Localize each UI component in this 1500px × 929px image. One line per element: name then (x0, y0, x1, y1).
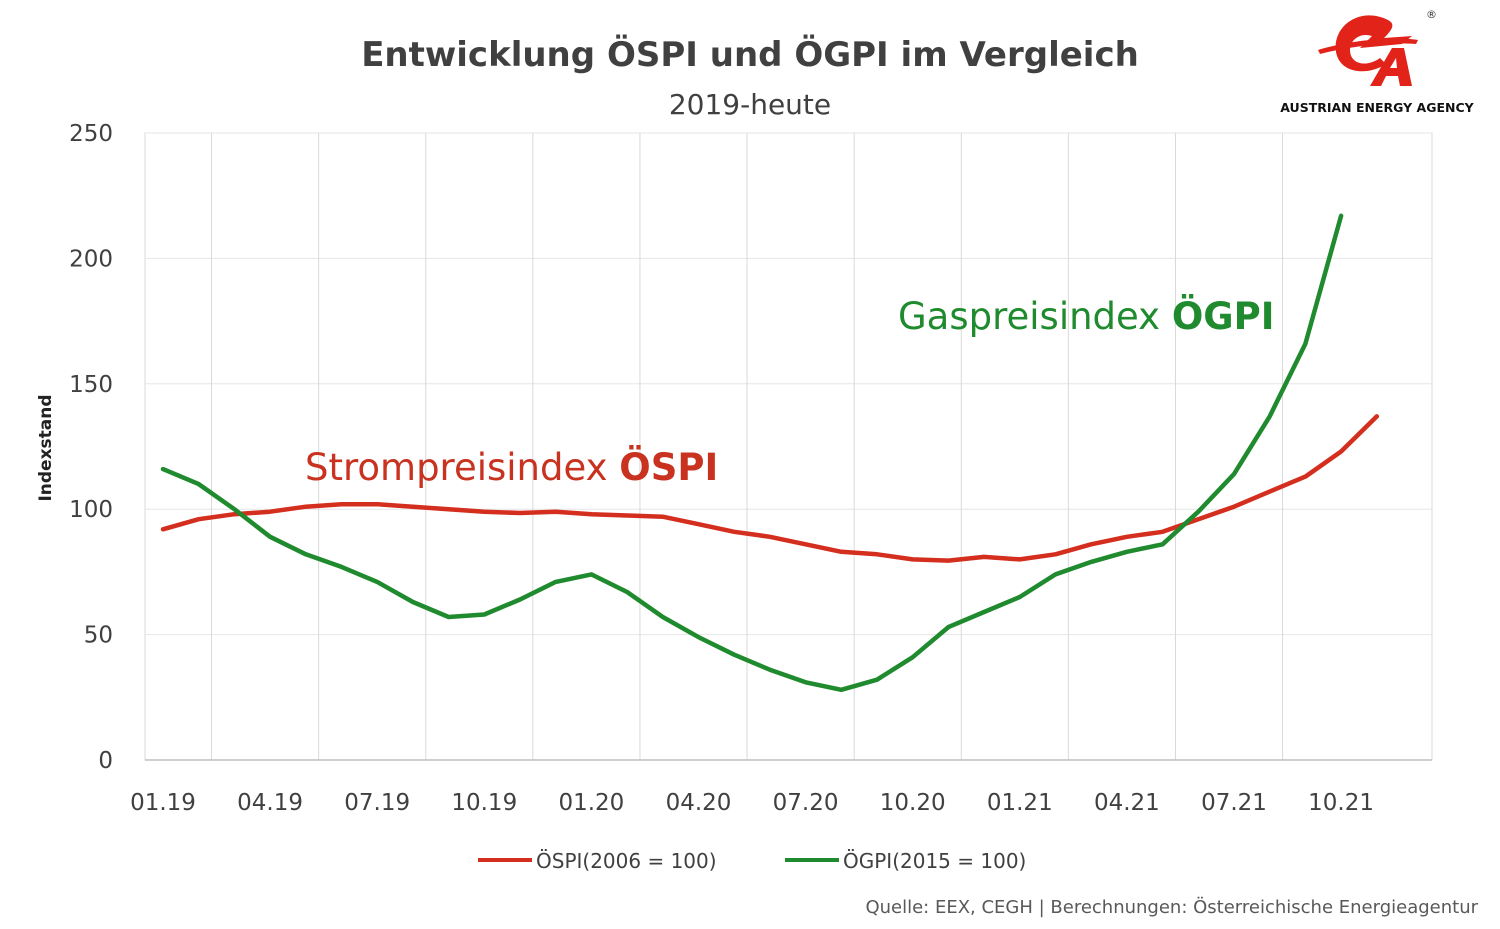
chart-subtitle: 2019-heute (669, 88, 831, 121)
series-line-ospi (160, 414, 1380, 563)
x-tick-label: 10.20 (880, 790, 946, 816)
annotation-gaspreisindex-text: Gaspreisindex (898, 295, 1172, 338)
y-tick-label: 50 (84, 623, 113, 649)
x-tick-label: 04.19 (237, 790, 303, 816)
annotation-gaspreisindex: Gaspreisindex ÖGPI (898, 294, 1275, 338)
annotation-strompreisindex: Strompreisindex ÖSPI (305, 445, 718, 489)
logo-a-letter-icon (1370, 48, 1412, 86)
x-tick-label: 07.20 (773, 790, 839, 816)
logo-registered-mark: ® (1426, 8, 1437, 21)
y-tick-label: 250 (69, 121, 113, 147)
chart-title: Entwicklung ÖSPI und ÖGPI im Vergleich (361, 34, 1139, 75)
legend-label-ospi: ÖSPI(2006 = 100) (536, 849, 717, 873)
logo-swoosh-line-icon (1318, 38, 1418, 54)
legend: ÖSPI(2006 = 100) ÖGPI(2015 = 100) (478, 849, 1026, 873)
x-tick-label: 01.19 (130, 790, 196, 816)
axes: 0 50 100 150 200 250 01.19 04.19 07.19 10.19 01.20… (69, 121, 1432, 816)
x-tick-label: 07.21 (1201, 790, 1267, 816)
x-tick-label: 04.20 (666, 790, 732, 816)
x-tick-label: 01.21 (987, 790, 1053, 816)
gridlines (144, 132, 1433, 761)
y-tick-label: 200 (69, 246, 113, 272)
series (160, 213, 1380, 693)
x-tick-label: 07.19 (344, 790, 410, 816)
legend-label-ogpi: ÖGPI(2015 = 100) (843, 849, 1026, 873)
x-tick-label: 04.21 (1094, 790, 1160, 816)
source-note: Quelle: EEX, CEGH | Berechnungen: Österr… (865, 896, 1478, 918)
austrian-energy-agency-logo: ® AUSTRIAN ENERGY AGENCY (1280, 8, 1474, 115)
x-tick-label: 10.21 (1308, 790, 1374, 816)
annotation-gaspreisindex-bold: ÖGPI (1172, 294, 1275, 338)
y-tick-label: 150 (69, 372, 113, 398)
y-tick-label: 100 (69, 497, 113, 523)
y-axis-label: Indexstand (36, 394, 56, 501)
x-tick-label: 01.20 (558, 790, 624, 816)
annotation-strompreisindex-text: Strompreisindex (305, 446, 619, 489)
y-tick-label: 0 (98, 748, 113, 774)
series-line-ogpi (160, 213, 1344, 693)
x-tick-label: 10.19 (451, 790, 517, 816)
annotation-strompreisindex-bold: ÖSPI (619, 445, 718, 489)
logo-tagline: AUSTRIAN ENERGY AGENCY (1280, 100, 1474, 115)
